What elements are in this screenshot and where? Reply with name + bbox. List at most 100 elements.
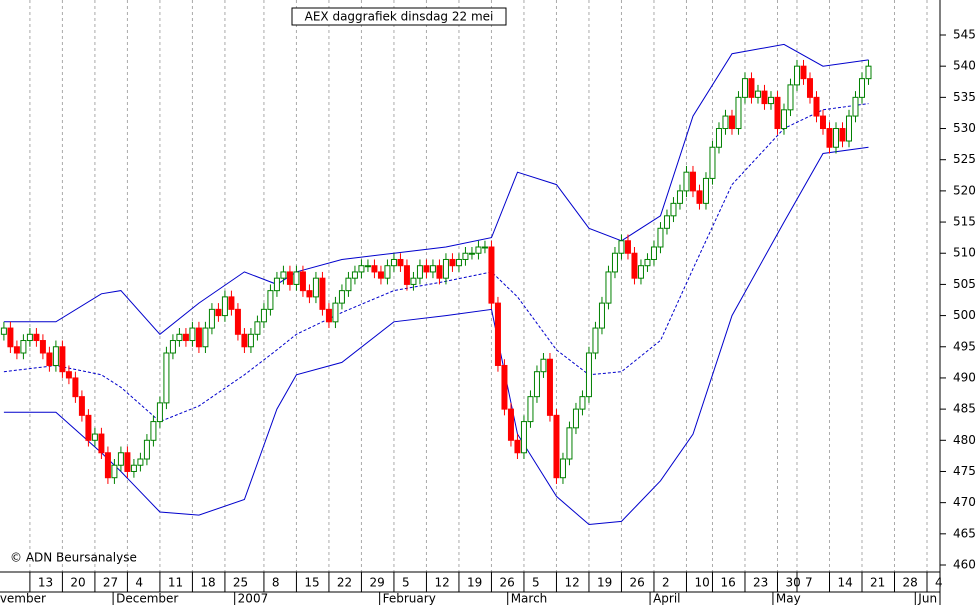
- candle-body: [722, 115, 729, 130]
- candle-body: [351, 271, 358, 279]
- candle-body: [813, 96, 820, 117]
- candle-body: [195, 327, 202, 348]
- candle-body: [215, 308, 222, 317]
- candle-body: [520, 421, 527, 454]
- candle-body: [293, 271, 300, 285]
- candle-body: [202, 327, 209, 348]
- candle-body: [273, 277, 280, 292]
- candle-body: [858, 78, 865, 98]
- candle-body: [696, 190, 703, 204]
- y-tick-label: 480: [953, 433, 976, 447]
- candle-body: [176, 333, 183, 342]
- x-tick-label: 30: [785, 576, 800, 590]
- candle-body: [221, 296, 228, 317]
- x-tick-label: 12: [564, 576, 579, 590]
- candle-body: [72, 377, 79, 398]
- candle-body: [826, 128, 833, 148]
- x-tick-label: 8: [272, 576, 280, 590]
- candle-body: [325, 308, 332, 323]
- axes: 4604654704754804854904955005055105155205…: [0, 28, 976, 605]
- candle-body: [670, 202, 677, 217]
- x-tick-label: 5: [402, 576, 410, 590]
- candle-body: [449, 258, 456, 267]
- candle-body: [637, 265, 644, 279]
- candle-body: [364, 265, 371, 268]
- candle-body: [416, 265, 423, 279]
- candle-body: [228, 296, 235, 310]
- candle-body: [683, 171, 690, 192]
- x-tick-label: 7: [805, 576, 813, 590]
- candle-body: [865, 65, 872, 80]
- candle-body: [358, 265, 365, 273]
- x-tick-label: 13: [38, 576, 53, 590]
- x-tick-label: 23: [753, 576, 768, 590]
- candle-body: [260, 308, 267, 323]
- candle-body: [59, 346, 66, 373]
- title-box: [291, 7, 507, 26]
- month-label: 2007: [238, 592, 269, 605]
- candle-body: [618, 240, 625, 254]
- candle-body: [592, 327, 599, 354]
- candle-body: [728, 115, 735, 130]
- x-tick-label: 21: [870, 576, 885, 590]
- candle-body: [332, 302, 339, 323]
- candle-body: [475, 246, 482, 254]
- candle-body: [306, 290, 313, 298]
- candle-body: [650, 246, 657, 260]
- candle-body: [442, 258, 449, 279]
- y-tick-label: 475: [953, 464, 976, 478]
- candle-body: [7, 327, 14, 348]
- candle-body: [494, 302, 501, 366]
- candle-body: [761, 90, 768, 105]
- y-tick-label: 500: [953, 308, 976, 322]
- y-tick-label: 525: [953, 152, 976, 166]
- x-tick-label: 28: [902, 576, 917, 590]
- candle-body: [507, 408, 514, 441]
- candle-body: [566, 427, 573, 460]
- y-tick-label: 510: [953, 246, 976, 260]
- y-tick-label: 505: [953, 277, 976, 291]
- x-tick-label: 18: [200, 576, 215, 590]
- candle-body: [377, 271, 384, 279]
- candle-body: [241, 333, 248, 348]
- copyright: © ADN Beursanalyse: [10, 551, 137, 565]
- candle-body: [605, 271, 612, 304]
- month-label: Jun: [917, 592, 937, 605]
- x-tick-label: 14: [837, 576, 852, 590]
- candle-body: [338, 290, 345, 304]
- candle-body: [540, 358, 547, 373]
- month-label: December: [116, 592, 178, 605]
- candle-body: [644, 258, 651, 267]
- candle-body: [852, 96, 859, 117]
- candle-body: [312, 277, 319, 298]
- candle-body: [559, 458, 566, 479]
- chart-title: AEX daggrafiek dinsdag 22 mei: [305, 10, 494, 24]
- candle-body: [254, 321, 261, 335]
- candle-body: [767, 96, 774, 105]
- candle-body: [234, 308, 241, 335]
- candle-body: [0, 327, 7, 335]
- candle-body: [839, 128, 846, 142]
- candle-body: [286, 271, 293, 285]
- candle-body: [819, 115, 826, 130]
- candle-body: [26, 333, 33, 342]
- candle-body: [280, 271, 287, 279]
- candle-body: [143, 439, 150, 460]
- candle-body: [130, 464, 137, 472]
- x-tick-label: 22: [337, 576, 352, 590]
- candle-body: [33, 333, 40, 342]
- candle-body: [806, 78, 813, 98]
- candle-body: [319, 277, 326, 310]
- candle-body: [657, 227, 664, 248]
- y-tick-label: 520: [953, 183, 976, 197]
- candle-body: [709, 146, 716, 179]
- candle-body: [780, 109, 787, 130]
- candle-body: [104, 452, 111, 479]
- candle-body: [65, 371, 72, 379]
- candle-body: [663, 215, 670, 229]
- candle-body: [137, 458, 144, 466]
- candle-body: [111, 464, 118, 479]
- y-tick-label: 460: [953, 558, 976, 572]
- candle-body: [527, 396, 534, 423]
- candle-body: [572, 408, 579, 429]
